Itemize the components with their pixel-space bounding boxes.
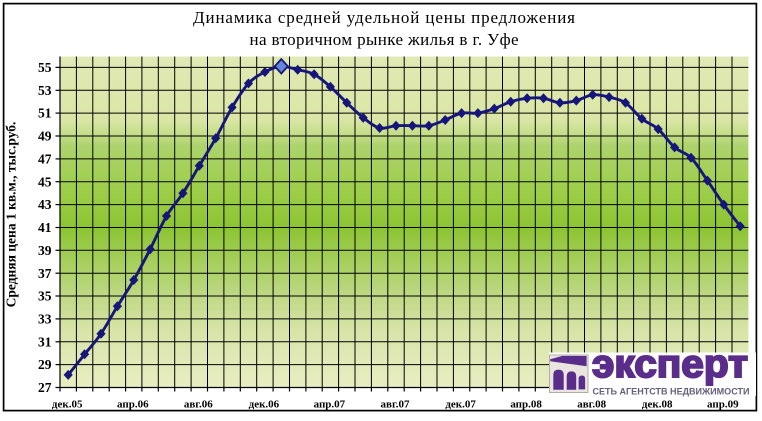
svg-text:47: 47: [38, 152, 52, 167]
svg-text:31: 31: [38, 334, 52, 349]
svg-text:Средняя цена 1 кв.м., тыс.руб.: Средняя цена 1 кв.м., тыс.руб.: [4, 122, 19, 308]
svg-text:на вторичном рынке жилья в г.: на вторичном рынке жилья в г. Уфе: [250, 30, 519, 49]
svg-text:апр.07: апр.07: [314, 399, 346, 411]
svg-text:41: 41: [38, 220, 52, 235]
svg-text:55: 55: [38, 60, 52, 75]
svg-text:35: 35: [38, 289, 52, 304]
svg-text:Динамика средней удельной цены: Динамика средней удельной цены предложен…: [193, 8, 575, 27]
svg-text:дек.05: дек.05: [52, 399, 83, 411]
svg-text:авг.06: авг.06: [184, 399, 213, 411]
svg-text:49: 49: [38, 129, 52, 144]
svg-text:СЕТЬ АГЕНТСТВ НЕДВИЖИМОСТИ: СЕТЬ АГЕНТСТВ НЕДВИЖИМОСТИ: [593, 387, 750, 397]
svg-text:37: 37: [38, 266, 52, 281]
svg-text:дек.08: дек.08: [642, 399, 673, 411]
svg-text:33: 33: [38, 312, 52, 327]
svg-text:апр.09: апр.09: [707, 399, 739, 411]
svg-text:дек.07: дек.07: [445, 399, 476, 411]
svg-text:45: 45: [38, 174, 52, 189]
svg-text:авг.07: авг.07: [381, 399, 410, 411]
svg-text:53: 53: [38, 83, 52, 98]
svg-text:дек.06: дек.06: [249, 399, 280, 411]
svg-text:51: 51: [38, 106, 52, 121]
svg-text:39: 39: [38, 243, 52, 258]
svg-text:эксперт: эксперт: [592, 343, 748, 386]
svg-text:апр.06: апр.06: [117, 399, 149, 411]
svg-text:29: 29: [38, 357, 52, 372]
svg-text:43: 43: [38, 197, 52, 212]
svg-text:авг.08: авг.08: [577, 399, 606, 411]
svg-text:апр.08: апр.08: [510, 399, 542, 411]
svg-text:27: 27: [38, 380, 52, 395]
